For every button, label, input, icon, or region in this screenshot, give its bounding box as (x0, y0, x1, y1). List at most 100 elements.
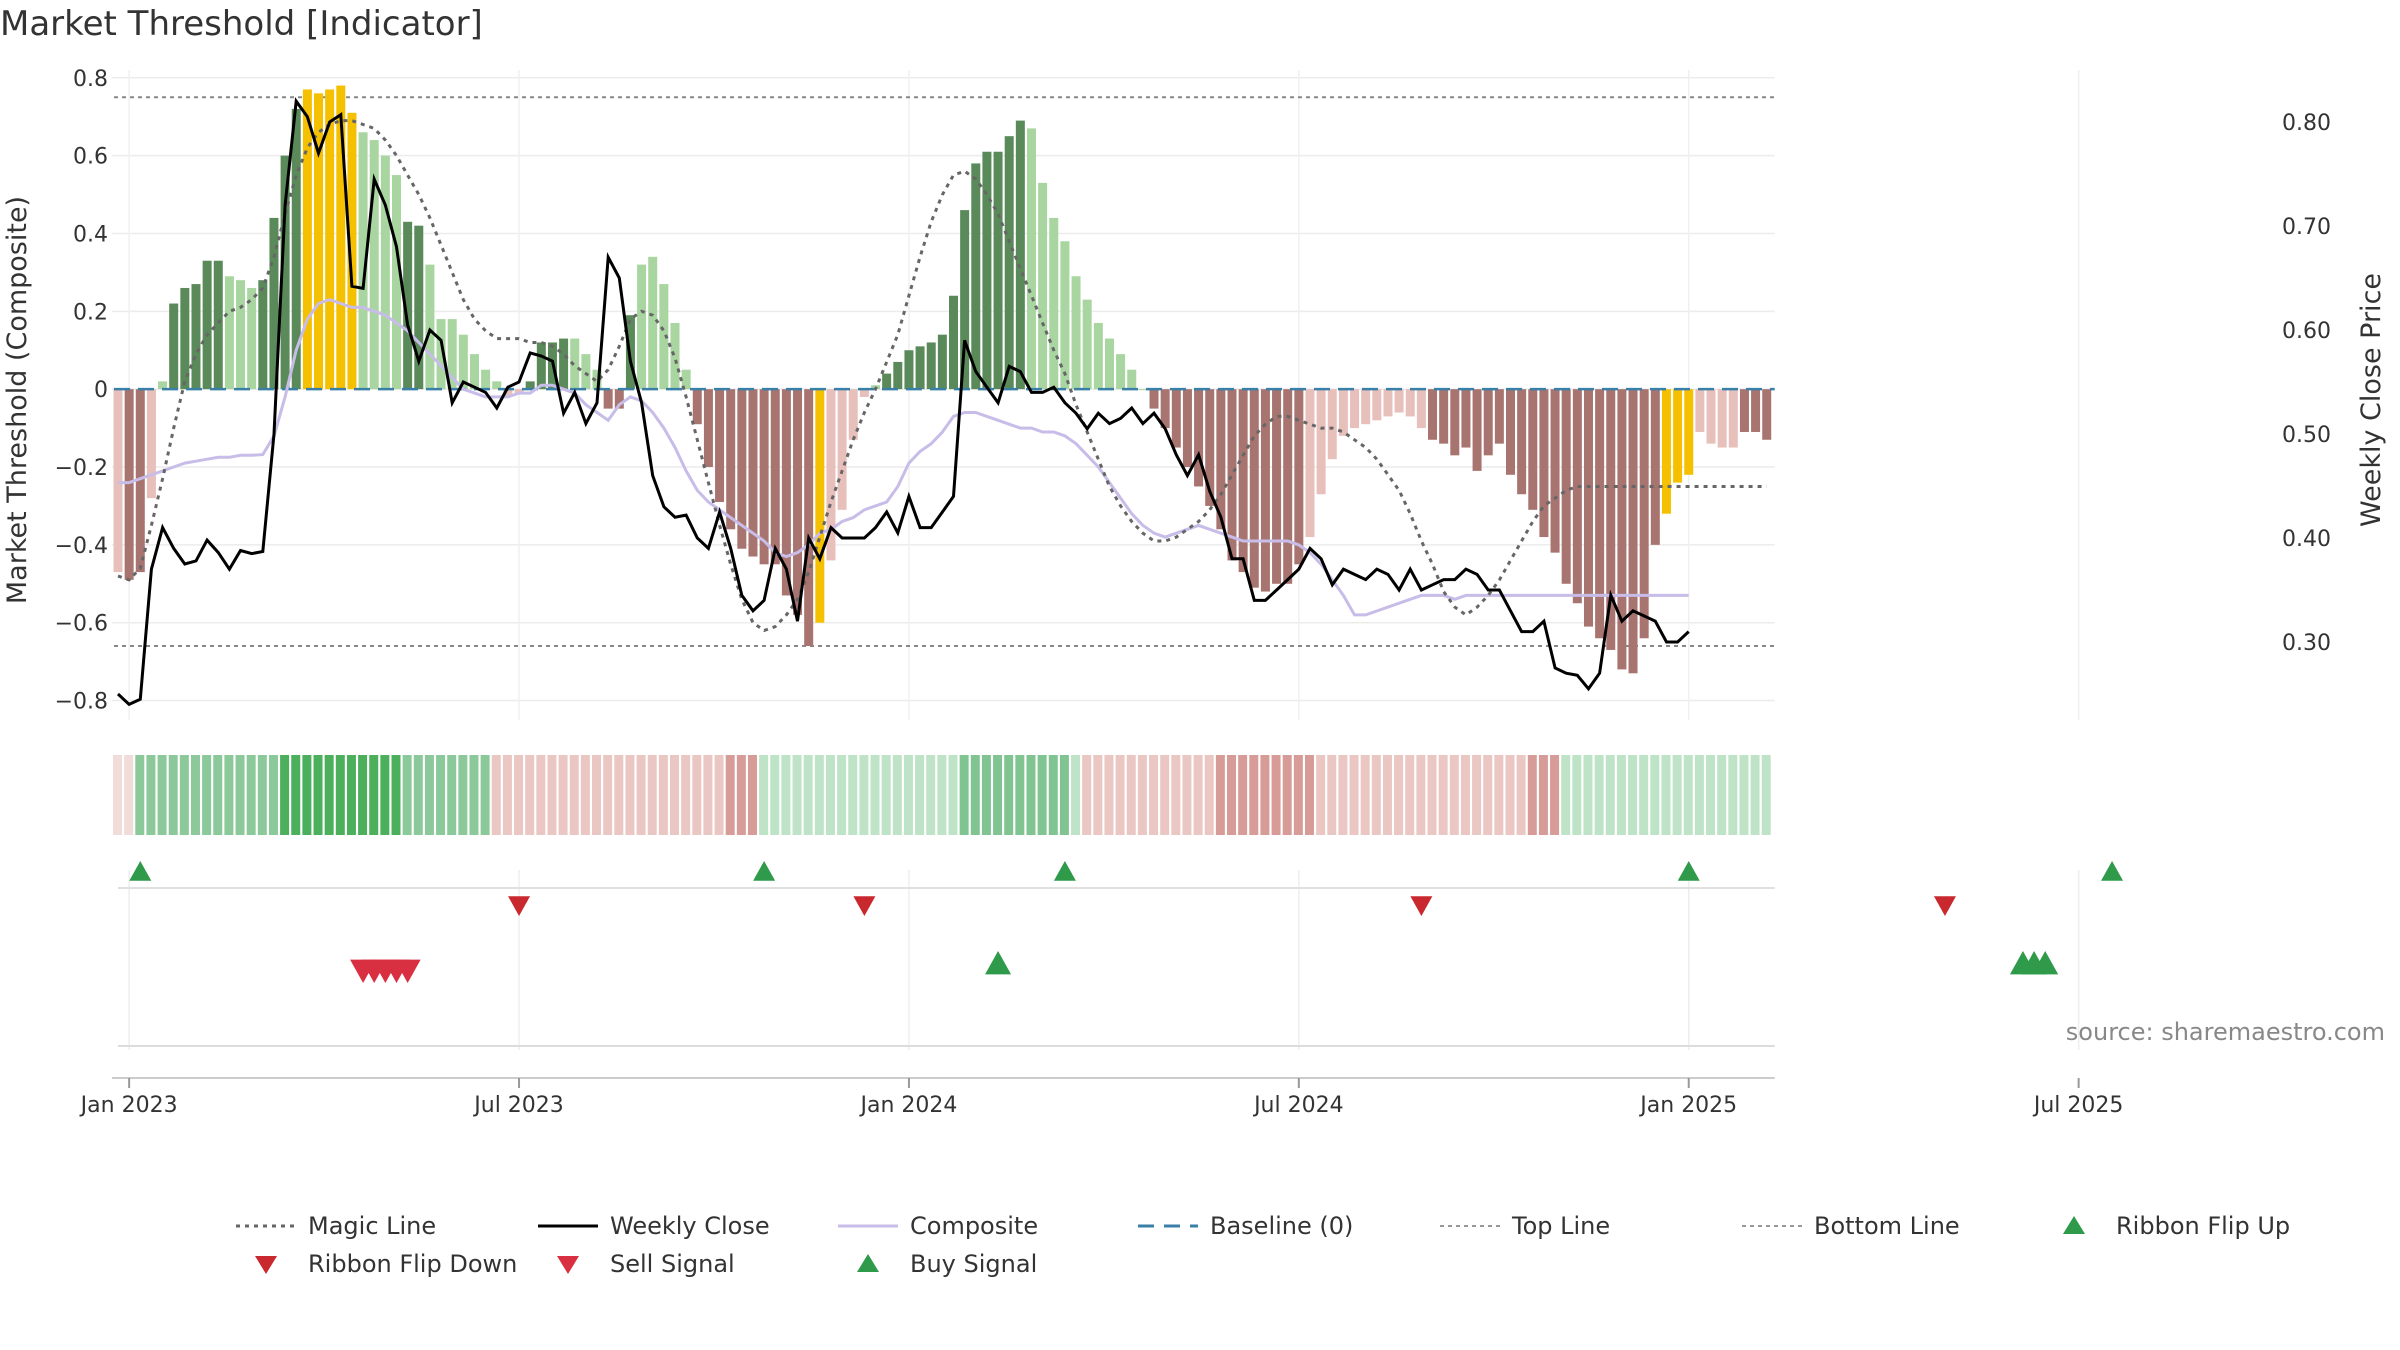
composite-bar (1227, 389, 1237, 561)
ribbon-segment (413, 755, 423, 835)
composite-bar (815, 389, 825, 623)
y-right-tick-label: 0.80 (2282, 111, 2331, 136)
ribbon-segment (436, 755, 446, 835)
composite-bar (1327, 389, 1337, 460)
ribbon-segment (848, 755, 858, 835)
ribbon-segment (1761, 755, 1771, 835)
legend: Magic Line Weekly Close Composite Baseline … (236, 1212, 2290, 1278)
composite-bar (1182, 389, 1192, 468)
ribbon-segment (146, 755, 156, 835)
ribbon-segment (692, 755, 702, 835)
legend-label: Ribbon Flip Up (2116, 1212, 2290, 1240)
composite-bar (1015, 120, 1025, 390)
ribbon-segment (1550, 755, 1560, 835)
composite-bar (1060, 241, 1070, 390)
x-tick-label: Jan 2024 (858, 1093, 957, 1118)
source-label: source: sharemaestro.com (2066, 1018, 2385, 1046)
ribbon-segment (903, 755, 913, 835)
composite-bar (1684, 389, 1694, 475)
composite-bar (1283, 389, 1293, 584)
composite-bar (1272, 389, 1282, 584)
composite-bar (469, 354, 479, 390)
ribbon-segment (1293, 755, 1303, 835)
composite-bar (603, 389, 613, 409)
composite-bar (1350, 389, 1360, 429)
composite-bar (1539, 389, 1549, 538)
ribbon-segment (268, 755, 278, 835)
composite-bar (425, 264, 435, 390)
composite-bar (1639, 389, 1649, 639)
y-right-tick-label: 0.70 (2282, 215, 2331, 240)
ribbon-segment (1594, 755, 1604, 835)
ribbon-segment (1706, 755, 1716, 835)
ribbon-segment (725, 755, 735, 835)
y-left-tick-label: −0.2 (55, 456, 108, 481)
x-axis: Jan 2023 Jul 2023 Jan 2024 Jul 2024 Jan 2025… (79, 1077, 2123, 1118)
legend-swatch (255, 1256, 277, 1274)
composite-bar (1405, 389, 1415, 417)
composite-bar (1038, 182, 1048, 390)
y-right-tick-label: 0.60 (2282, 319, 2331, 344)
ribbon-segment (703, 755, 713, 835)
composite-bar (1171, 389, 1181, 448)
ribbon-segment (1371, 755, 1381, 835)
composite-bar (1127, 369, 1137, 390)
ribbon-segment (870, 755, 880, 835)
ribbon-segment (1628, 755, 1638, 835)
composite-bar (536, 342, 546, 390)
ribbon-segment (113, 755, 122, 835)
ribbon-segment (346, 755, 356, 835)
ribbon-segment (469, 755, 479, 835)
legend-label: Ribbon Flip Down (308, 1250, 517, 1278)
ribbon-segment (1672, 755, 1682, 835)
composite-bar (1383, 389, 1393, 417)
ribbon-segment (937, 755, 947, 835)
grid-layer (112, 70, 2080, 1050)
composite-bar (1595, 389, 1605, 639)
ribbon-segment (759, 755, 769, 835)
composite-bar (336, 85, 346, 390)
composite-bar (247, 287, 257, 390)
composite-bar (158, 381, 168, 390)
composite-bar (325, 89, 335, 390)
ribbon-segment (1137, 755, 1147, 835)
ribbon-segment (1349, 755, 1359, 835)
y-axis-right-label: Weekly Close Price (2356, 273, 2387, 527)
composite-bar (637, 264, 647, 390)
y-left-tick-label: −0.4 (55, 534, 108, 559)
x-tick-label: Jan 2025 (1638, 1093, 1737, 1118)
composite-bar (715, 389, 725, 503)
ribbon-segment (1115, 755, 1125, 835)
composite-bar (269, 217, 279, 390)
composite-bar (1104, 338, 1114, 390)
ribbon-segment (770, 755, 780, 835)
ribbon-segment (603, 755, 613, 835)
composite-bar (1583, 389, 1593, 627)
ribbon-segment (948, 755, 958, 835)
y-left-tick-label: 0.2 (73, 300, 108, 325)
ribbon-segment (514, 755, 524, 835)
ribbon-segment (1360, 755, 1370, 835)
ribbon-segment (324, 755, 334, 835)
composite-bar (458, 334, 468, 390)
ribbon-segment (1639, 755, 1649, 835)
ribbon-segment (335, 755, 345, 835)
ribbon-segment (458, 755, 468, 835)
composite-bar (347, 112, 357, 390)
composite-bar (1483, 389, 1493, 456)
composite-bar (1116, 354, 1126, 390)
composite-bar (314, 93, 324, 390)
ribbon-segment (1683, 755, 1693, 835)
composite-bar (904, 350, 914, 390)
composite-bar (1249, 389, 1259, 588)
composite-bar (703, 389, 713, 468)
ribbon-segment (859, 755, 869, 835)
composite-bar (236, 280, 246, 390)
ribbon-segment (1427, 755, 1437, 835)
composite-bar (971, 163, 981, 390)
composite-bar (793, 389, 803, 615)
chart-title: Market Threshold [Indicator] (0, 4, 483, 44)
ribbon-segment (636, 755, 646, 835)
ribbon-segment (1327, 755, 1337, 835)
composite-bar (213, 260, 223, 390)
